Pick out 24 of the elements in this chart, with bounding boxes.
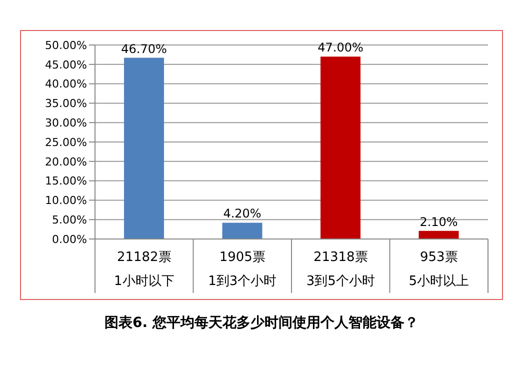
bar bbox=[320, 56, 360, 239]
x-tick-label: 21318票 3到5个小时 bbox=[306, 250, 375, 289]
x-tick-label: 21182票 1小时以下 bbox=[114, 250, 174, 289]
data-label: 4.20% bbox=[223, 206, 262, 221]
bar bbox=[222, 222, 262, 239]
y-tick-label: 35.00% bbox=[45, 97, 87, 110]
y-tick-label: 10.00% bbox=[45, 194, 87, 208]
y-tick-label: 30.00% bbox=[45, 116, 87, 130]
y-tick-label: 25.00% bbox=[45, 136, 87, 149]
data-label: 2.10% bbox=[420, 214, 458, 229]
bar bbox=[418, 230, 459, 239]
x-tick-label: 953票 5小时以上 bbox=[408, 250, 470, 289]
y-tick-label: 50.00% bbox=[45, 38, 87, 52]
text: 图表6. 您平均每天花多少时间使用个人智能设备？ bbox=[104, 314, 420, 332]
y-tick-label: 5.00% bbox=[52, 214, 87, 227]
y-tick-label: 40.00% bbox=[45, 78, 87, 91]
bar bbox=[124, 58, 164, 239]
data-label: 46.70% bbox=[121, 42, 167, 56]
y-tick-label: 15.00% bbox=[45, 174, 87, 188]
data-label: 47.00% bbox=[318, 40, 364, 55]
y-tick-label: 45.00% bbox=[45, 58, 87, 72]
x-tick-label: 1905票 1到3个小时 bbox=[208, 250, 277, 289]
y-tick-label: 20.00% bbox=[45, 155, 87, 168]
y-tick-label: 0.00% bbox=[52, 232, 87, 246]
